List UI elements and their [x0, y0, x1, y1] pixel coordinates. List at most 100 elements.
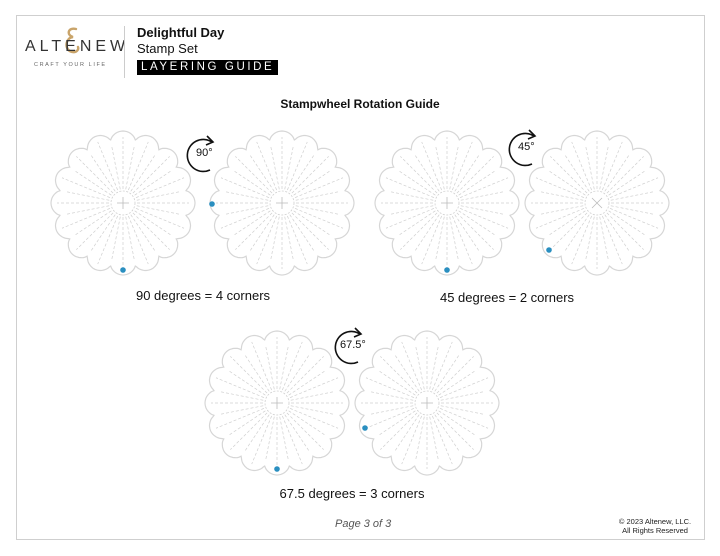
page-border: [16, 15, 705, 540]
wheel-ray: [293, 210, 331, 236]
wheel-ray: [365, 408, 415, 429]
wheel-ray: [220, 391, 264, 401]
wheel-ray: [256, 215, 277, 265]
copyright-line: © 2023 Altenew, LLC.: [618, 517, 692, 526]
wheel-ray: [421, 215, 442, 265]
wheel-ray: [289, 408, 339, 429]
wheel-ray: [571, 141, 592, 191]
stampwheel: [354, 330, 500, 476]
wheel-ray: [398, 170, 436, 196]
wheel-ray: [456, 212, 494, 250]
wheel-ray: [599, 216, 609, 260]
wheel-ray: [289, 214, 315, 252]
wheel-ray: [602, 141, 623, 191]
caption-90: 90 degrees = 4 corners: [135, 288, 271, 303]
alignment-marker: [274, 466, 280, 472]
wheel-ray: [606, 156, 644, 194]
page-number: Page 3 of 3: [335, 518, 392, 530]
rotation-label-67-5: 67.5°: [340, 339, 366, 351]
wheel-ray: [390, 205, 434, 215]
rotation-label-90: 90°: [196, 147, 213, 159]
wheel-ray: [215, 377, 265, 398]
wheel-ray: [548, 170, 586, 196]
wheel-ray: [284, 354, 310, 392]
wheel-ray: [540, 191, 584, 201]
wheel-ray: [249, 214, 275, 252]
wheel-ray: [136, 191, 180, 201]
wheel-ray: [134, 170, 172, 196]
wheel-ray: [225, 205, 269, 215]
wheel-ray: [440, 405, 484, 415]
wheel-ray: [390, 191, 434, 201]
wheel-ray: [134, 210, 172, 236]
wheel-ray: [228, 410, 266, 436]
wheel-ray: [585, 216, 595, 260]
wheel-ray: [256, 141, 277, 191]
wheel-ray: [429, 346, 439, 390]
wheel-ray: [220, 208, 270, 229]
wheel-ray: [284, 146, 294, 190]
wheel-ray: [370, 405, 414, 415]
wheel-ray: [400, 212, 438, 250]
wheel-ray: [287, 215, 308, 265]
alignment-marker: [362, 425, 368, 431]
section-heading: Stampwheel Rotation Guide: [280, 97, 440, 111]
stampwheel: [50, 130, 196, 276]
rotate-arrow-icon: [508, 129, 537, 167]
wheel-ray: [265, 416, 275, 460]
wheel-ray: [294, 177, 344, 198]
wheel-ray: [449, 216, 459, 260]
alignment-marker: [209, 201, 215, 207]
wheel-ray: [434, 354, 460, 392]
wheel-ray: [235, 212, 273, 250]
wheel-ray: [398, 210, 436, 236]
wheel-ray: [111, 146, 121, 190]
wheel-ray: [434, 414, 460, 452]
wheel-ray: [279, 346, 289, 390]
wheel-ray: [220, 405, 264, 415]
alignment-marker: [546, 247, 552, 253]
wheel-ray: [438, 410, 476, 436]
crosshair-icon: [276, 197, 288, 209]
wheel-ray: [251, 341, 272, 391]
wheel-ray: [458, 170, 496, 196]
wheel-ray: [535, 177, 585, 198]
wheel-ray: [610, 205, 654, 215]
wheel-ray: [61, 208, 111, 229]
wheel-ray: [421, 141, 442, 191]
rotate-arrow-icon: [334, 327, 363, 365]
crosshair-icon: [441, 197, 453, 209]
wheel-ray: [228, 370, 266, 396]
wheel-ray: [288, 410, 326, 436]
wheel-ray: [454, 214, 480, 252]
wheel-ray: [289, 377, 339, 398]
stamp-set-subtitle: Stamp Set: [137, 41, 198, 56]
wheel-ray: [571, 215, 592, 265]
wheel-ray: [97, 141, 118, 191]
wheel-ray: [540, 205, 584, 215]
wheel-ray: [449, 146, 459, 190]
wheel-ray: [609, 177, 659, 198]
wheel-ray: [290, 391, 334, 401]
wheel-ray: [415, 346, 425, 390]
wheel-ray: [282, 415, 303, 465]
wheel-ray: [90, 154, 116, 192]
wheel-ray: [291, 212, 329, 250]
wheel-ray: [429, 416, 439, 460]
wheel-ray: [295, 191, 339, 201]
brand-logo: ALTENEW: [25, 38, 130, 55]
stampwheel: [374, 130, 520, 276]
wheel-ray: [251, 415, 272, 465]
wheel-ray: [284, 216, 294, 260]
wheel-ray: [291, 156, 329, 194]
wheel-ray: [74, 210, 112, 236]
wheel-ray: [460, 205, 504, 215]
wheel-ray: [401, 415, 422, 465]
wheel-ray: [564, 154, 590, 192]
wheel-ray: [460, 191, 504, 201]
wheel-center: [110, 190, 136, 216]
stamp-set-title: Delightful Day: [137, 25, 225, 40]
wheel-ray: [74, 170, 112, 196]
wheel-ray: [295, 205, 339, 215]
